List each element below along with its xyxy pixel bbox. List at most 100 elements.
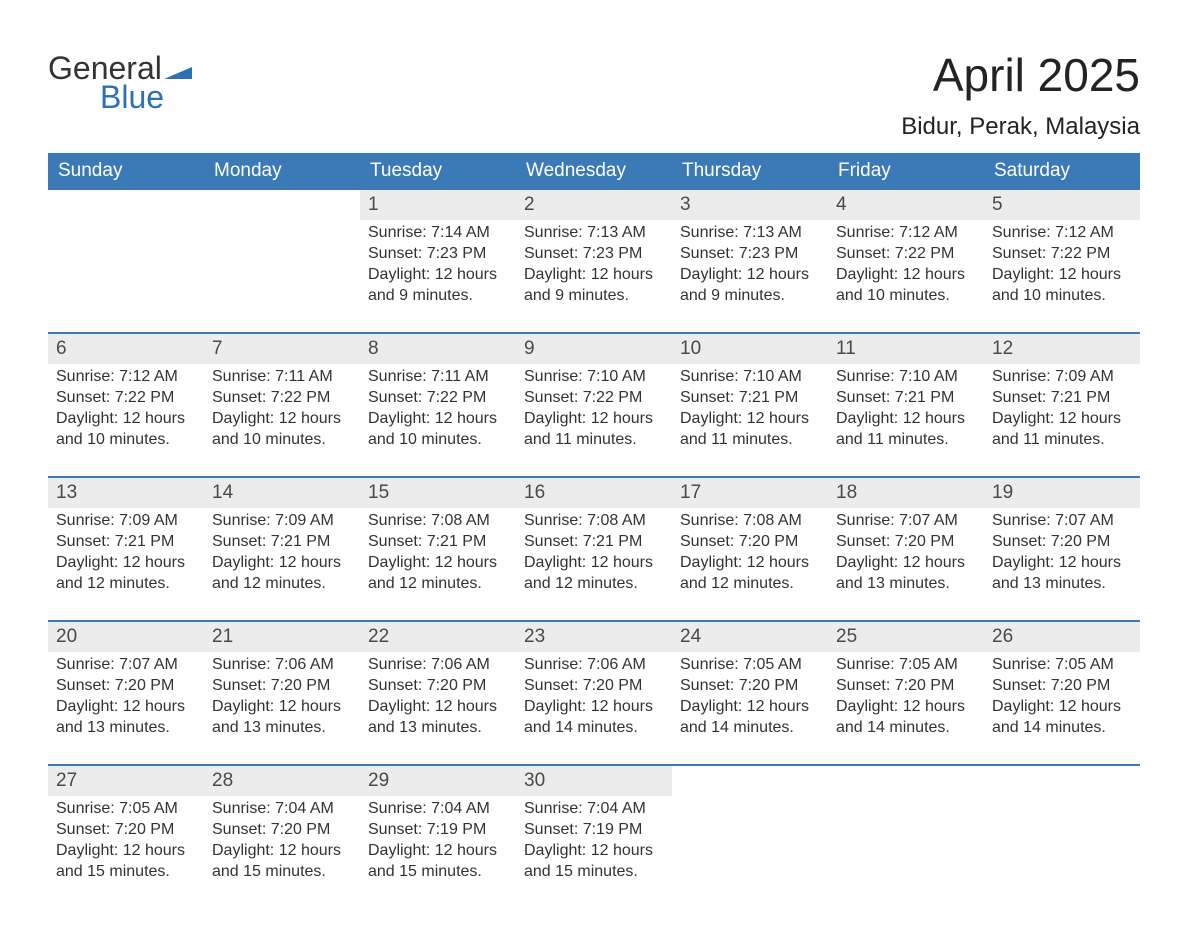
sunset-line: Sunset: 7:21 PM — [212, 531, 352, 552]
weekday-header: Sunday — [48, 153, 204, 190]
calendar-day: 3Sunrise: 7:13 AMSunset: 7:23 PMDaylight… — [672, 190, 828, 332]
day-body: Sunrise: 7:05 AMSunset: 7:20 PMDaylight:… — [672, 652, 828, 744]
day-number: 11 — [828, 334, 984, 364]
daylight-line: Daylight: 12 hours and 12 minutes. — [524, 552, 664, 594]
calendar-day: 27Sunrise: 7:05 AMSunset: 7:20 PMDayligh… — [48, 766, 204, 908]
sunset-line: Sunset: 7:20 PM — [680, 531, 820, 552]
flag-icon — [164, 61, 192, 81]
day-number: 6 — [48, 334, 204, 364]
day-body: Sunrise: 7:09 AMSunset: 7:21 PMDaylight:… — [204, 508, 360, 600]
sunrise-line: Sunrise: 7:08 AM — [680, 510, 820, 531]
calendar-day: 25Sunrise: 7:05 AMSunset: 7:20 PMDayligh… — [828, 622, 984, 764]
day-number: 9 — [516, 334, 672, 364]
calendar-day: 17Sunrise: 7:08 AMSunset: 7:20 PMDayligh… — [672, 478, 828, 620]
sunrise-line: Sunrise: 7:08 AM — [368, 510, 508, 531]
day-number: 28 — [204, 766, 360, 796]
calendar-week: 20Sunrise: 7:07 AMSunset: 7:20 PMDayligh… — [48, 620, 1140, 764]
day-number: 7 — [204, 334, 360, 364]
calendar-week: 13Sunrise: 7:09 AMSunset: 7:21 PMDayligh… — [48, 476, 1140, 620]
sunrise-line: Sunrise: 7:06 AM — [524, 654, 664, 675]
daylight-line: Daylight: 12 hours and 10 minutes. — [992, 264, 1132, 306]
sunrise-line: Sunrise: 7:13 AM — [524, 222, 664, 243]
weekday-header: Tuesday — [360, 153, 516, 190]
calendar-day — [984, 766, 1140, 908]
sunrise-line: Sunrise: 7:06 AM — [368, 654, 508, 675]
calendar-day: 2Sunrise: 7:13 AMSunset: 7:23 PMDaylight… — [516, 190, 672, 332]
daylight-line: Daylight: 12 hours and 13 minutes. — [836, 552, 976, 594]
calendar-day: 6Sunrise: 7:12 AMSunset: 7:22 PMDaylight… — [48, 334, 204, 476]
day-body: Sunrise: 7:10 AMSunset: 7:21 PMDaylight:… — [672, 364, 828, 456]
day-number: 15 — [360, 478, 516, 508]
sunrise-line: Sunrise: 7:10 AM — [524, 366, 664, 387]
day-number: 29 — [360, 766, 516, 796]
weekday-header: Wednesday — [516, 153, 672, 190]
calendar-day: 9Sunrise: 7:10 AMSunset: 7:22 PMDaylight… — [516, 334, 672, 476]
day-number: 12 — [984, 334, 1140, 364]
calendar-day: 8Sunrise: 7:11 AMSunset: 7:22 PMDaylight… — [360, 334, 516, 476]
sunset-line: Sunset: 7:23 PM — [524, 243, 664, 264]
calendar-day: 23Sunrise: 7:06 AMSunset: 7:20 PMDayligh… — [516, 622, 672, 764]
day-body: Sunrise: 7:13 AMSunset: 7:23 PMDaylight:… — [516, 220, 672, 312]
day-body: Sunrise: 7:07 AMSunset: 7:20 PMDaylight:… — [984, 508, 1140, 600]
day-body: Sunrise: 7:07 AMSunset: 7:20 PMDaylight:… — [48, 652, 204, 744]
day-body: Sunrise: 7:11 AMSunset: 7:22 PMDaylight:… — [204, 364, 360, 456]
daylight-line: Daylight: 12 hours and 14 minutes. — [524, 696, 664, 738]
day-body: Sunrise: 7:12 AMSunset: 7:22 PMDaylight:… — [984, 220, 1140, 312]
day-number: 25 — [828, 622, 984, 652]
sunset-line: Sunset: 7:22 PM — [992, 243, 1132, 264]
sunrise-line: Sunrise: 7:07 AM — [56, 654, 196, 675]
day-number: 27 — [48, 766, 204, 796]
daylight-line: Daylight: 12 hours and 11 minutes. — [680, 408, 820, 450]
sunset-line: Sunset: 7:21 PM — [56, 531, 196, 552]
day-body: Sunrise: 7:06 AMSunset: 7:20 PMDaylight:… — [516, 652, 672, 744]
sunset-line: Sunset: 7:20 PM — [680, 675, 820, 696]
day-number: 3 — [672, 190, 828, 220]
weekday-header: Monday — [204, 153, 360, 190]
day-body: Sunrise: 7:10 AMSunset: 7:21 PMDaylight:… — [828, 364, 984, 456]
sunset-line: Sunset: 7:22 PM — [212, 387, 352, 408]
sunset-line: Sunset: 7:22 PM — [836, 243, 976, 264]
calendar-day: 4Sunrise: 7:12 AMSunset: 7:22 PMDaylight… — [828, 190, 984, 332]
day-number: 16 — [516, 478, 672, 508]
day-body: Sunrise: 7:08 AMSunset: 7:20 PMDaylight:… — [672, 508, 828, 600]
day-body: Sunrise: 7:06 AMSunset: 7:20 PMDaylight:… — [360, 652, 516, 744]
day-number: 2 — [516, 190, 672, 220]
day-body: Sunrise: 7:12 AMSunset: 7:22 PMDaylight:… — [48, 364, 204, 456]
day-number: 4 — [828, 190, 984, 220]
logo-text-blue: Blue — [100, 79, 164, 116]
day-number: 30 — [516, 766, 672, 796]
sunset-line: Sunset: 7:19 PM — [368, 819, 508, 840]
sunrise-line: Sunrise: 7:12 AM — [56, 366, 196, 387]
day-body: Sunrise: 7:07 AMSunset: 7:20 PMDaylight:… — [828, 508, 984, 600]
sunset-line: Sunset: 7:20 PM — [524, 675, 664, 696]
sunrise-line: Sunrise: 7:12 AM — [836, 222, 976, 243]
calendar-day: 30Sunrise: 7:04 AMSunset: 7:19 PMDayligh… — [516, 766, 672, 908]
location-subtitle: Bidur, Perak, Malaysia — [901, 113, 1140, 141]
calendar: SundayMondayTuesdayWednesdayThursdayFrid… — [48, 153, 1140, 908]
daylight-line: Daylight: 12 hours and 9 minutes. — [680, 264, 820, 306]
day-number: 5 — [984, 190, 1140, 220]
day-body: Sunrise: 7:08 AMSunset: 7:21 PMDaylight:… — [516, 508, 672, 600]
sunrise-line: Sunrise: 7:10 AM — [680, 366, 820, 387]
calendar-day: 26Sunrise: 7:05 AMSunset: 7:20 PMDayligh… — [984, 622, 1140, 764]
day-number: 17 — [672, 478, 828, 508]
day-number: 18 — [828, 478, 984, 508]
calendar-day: 28Sunrise: 7:04 AMSunset: 7:20 PMDayligh… — [204, 766, 360, 908]
daylight-line: Daylight: 12 hours and 15 minutes. — [368, 840, 508, 882]
day-body: Sunrise: 7:05 AMSunset: 7:20 PMDaylight:… — [984, 652, 1140, 744]
daylight-line: Daylight: 12 hours and 10 minutes. — [836, 264, 976, 306]
calendar-day — [48, 190, 204, 332]
sunrise-line: Sunrise: 7:08 AM — [524, 510, 664, 531]
daylight-line: Daylight: 12 hours and 15 minutes. — [212, 840, 352, 882]
day-body: Sunrise: 7:11 AMSunset: 7:22 PMDaylight:… — [360, 364, 516, 456]
day-body: Sunrise: 7:06 AMSunset: 7:20 PMDaylight:… — [204, 652, 360, 744]
day-number: 20 — [48, 622, 204, 652]
day-body: Sunrise: 7:09 AMSunset: 7:21 PMDaylight:… — [984, 364, 1140, 456]
sunrise-line: Sunrise: 7:07 AM — [836, 510, 976, 531]
day-body: Sunrise: 7:05 AMSunset: 7:20 PMDaylight:… — [828, 652, 984, 744]
day-number: 24 — [672, 622, 828, 652]
title-block: April 2025 Bidur, Perak, Malaysia — [901, 50, 1140, 141]
day-number: 8 — [360, 334, 516, 364]
sunrise-line: Sunrise: 7:12 AM — [992, 222, 1132, 243]
daylight-line: Daylight: 12 hours and 13 minutes. — [56, 696, 196, 738]
